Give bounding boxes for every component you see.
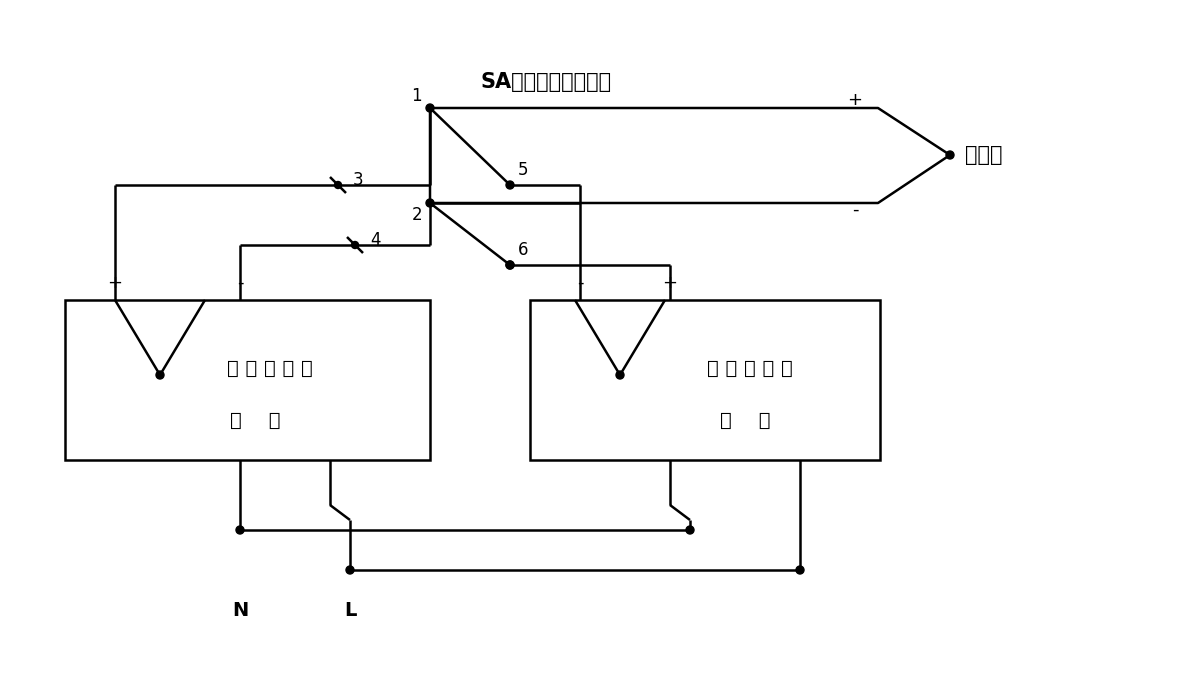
Text: SA双刀双掷钮子开关: SA双刀双掷钮子开关 [480, 72, 611, 92]
Text: +: + [847, 91, 863, 109]
Circle shape [346, 566, 354, 574]
Circle shape [506, 181, 514, 189]
Bar [65, 300, 430, 460]
Text: 3: 3 [353, 171, 364, 189]
Text: -: - [852, 201, 858, 219]
Circle shape [352, 242, 359, 248]
Circle shape [946, 151, 954, 159]
Circle shape [236, 526, 244, 534]
Text: +: + [108, 274, 122, 292]
Circle shape [506, 261, 514, 269]
Circle shape [335, 182, 342, 188]
Text: 5: 5 [518, 161, 528, 179]
Text: 2: 2 [412, 206, 422, 224]
Text: 1: 1 [412, 87, 422, 105]
Circle shape [426, 104, 434, 112]
Bar [530, 300, 880, 460]
Circle shape [686, 526, 694, 534]
Text: 4: 4 [370, 231, 380, 249]
Circle shape [156, 371, 164, 379]
Text: +: + [662, 274, 678, 292]
Text: 标 准 温 控 仪: 标 准 温 控 仪 [707, 358, 793, 377]
Text: -: - [236, 274, 244, 292]
Text: 中    相: 中 相 [720, 410, 770, 429]
Text: N: N [232, 601, 248, 620]
Circle shape [506, 261, 514, 269]
Circle shape [426, 199, 434, 207]
Text: 6: 6 [518, 241, 528, 259]
Circle shape [796, 566, 804, 574]
Text: 被 测 温 控 仪: 被 测 温 控 仪 [227, 358, 313, 377]
Text: 热电偶: 热电偶 [965, 145, 1002, 165]
Text: L: L [344, 601, 356, 620]
Circle shape [616, 371, 624, 379]
Text: 中    相: 中 相 [229, 410, 281, 429]
Text: -: - [577, 274, 583, 292]
